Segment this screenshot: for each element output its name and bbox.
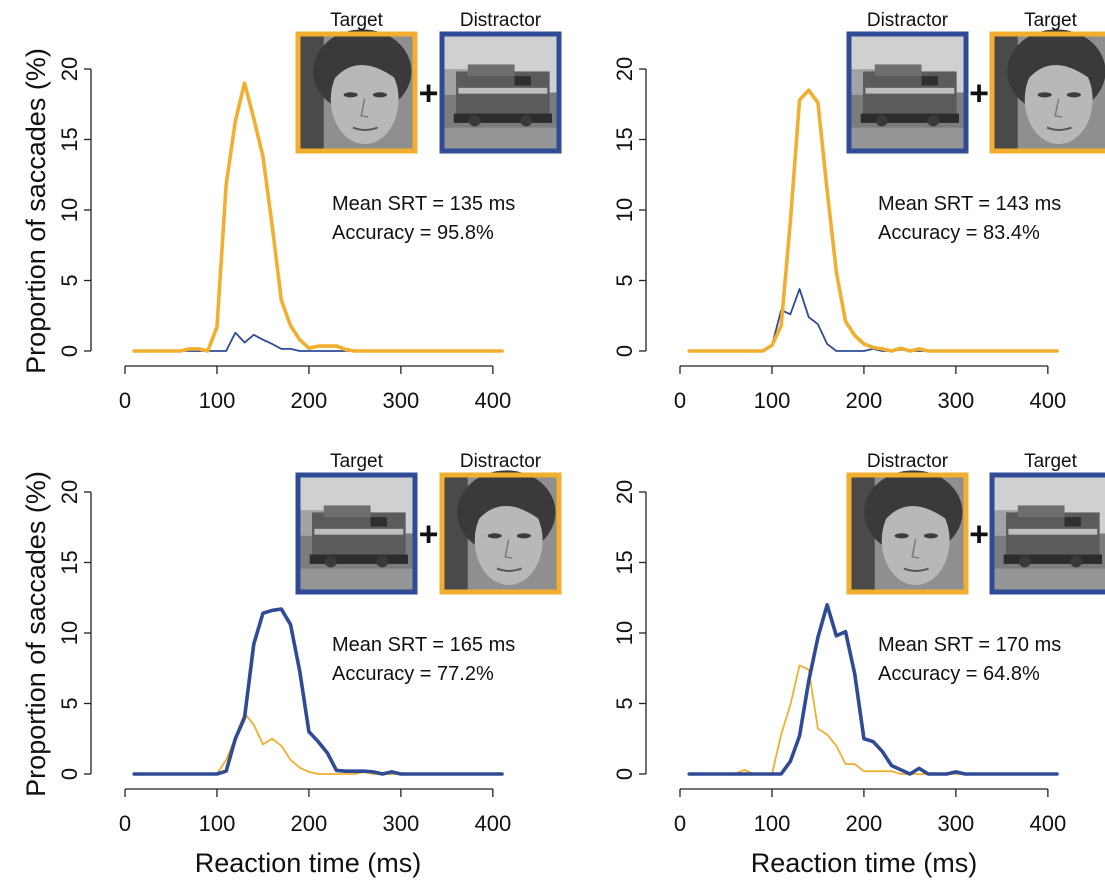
x-tick-label: 200 <box>846 811 883 836</box>
x-axis: 0 100 200 300 400 <box>119 788 511 836</box>
y-tick-label: 15 <box>612 127 637 151</box>
x-tick-label: 200 <box>291 811 328 836</box>
y-tick-label: 0 <box>612 768 637 780</box>
stimulus-label: Distractor <box>460 451 542 472</box>
fixation-cross: + <box>419 516 439 554</box>
x-tick-label: 0 <box>674 388 686 413</box>
y-axis: 0 5 10 15 20 <box>57 57 92 357</box>
stimulus-frame <box>295 31 418 154</box>
y-tick-label: 15 <box>57 550 82 574</box>
x-tick-label: 200 <box>846 388 883 413</box>
fixation-cross: + <box>969 516 989 554</box>
x-tick-label: 400 <box>1029 388 1066 413</box>
stimulus-label: Target <box>330 10 384 31</box>
stimulus-frame <box>439 31 562 154</box>
y-axis-title-top: Proportion of saccades (%) <box>21 48 51 374</box>
x-axis: 0 100 200 300 400 <box>119 365 511 413</box>
y-tick-label: 5 <box>57 274 82 286</box>
stimulus-right-train: Distractor <box>439 10 562 154</box>
fixation-cross: + <box>419 75 439 113</box>
y-tick-label: 10 <box>612 198 637 222</box>
x-axis: 0 100 200 300 400 <box>674 365 1066 413</box>
y-tick-label: 10 <box>57 198 82 222</box>
y-axis-title-bottom: Proportion of saccades (%) <box>21 471 51 797</box>
accuracy-annotation: Accuracy = 77.2% <box>332 663 494 685</box>
x-axis-title-right: Reaction time (ms) <box>751 848 978 878</box>
mean-srt-annotation: Mean SRT = 170 ms <box>878 634 1061 656</box>
y-tick-label: 5 <box>612 274 637 286</box>
fixation-cross: + <box>969 75 989 113</box>
y-tick-label: 20 <box>612 57 637 81</box>
stimulus-right-train: Target <box>989 451 1105 595</box>
y-tick-label: 20 <box>57 480 82 504</box>
x-tick-label: 0 <box>119 811 131 836</box>
y-tick-label: 20 <box>57 57 82 81</box>
x-tick-label: 400 <box>1029 811 1066 836</box>
accuracy-annotation: Accuracy = 83.4% <box>878 222 1040 244</box>
stimulus-left-face: Distractor <box>846 451 969 595</box>
y-tick-label: 15 <box>612 550 637 574</box>
y-tick-label: 10 <box>612 621 637 645</box>
series-line-train <box>132 607 504 776</box>
y-tick-label: 5 <box>57 697 82 709</box>
stimulus-frame <box>439 472 562 595</box>
stimulus-frame <box>846 31 969 154</box>
stimulus-label: Distractor <box>867 10 949 31</box>
mean-srt-annotation: Mean SRT = 165 ms <box>332 634 515 656</box>
x-tick-label: 400 <box>474 388 511 413</box>
stimulus-label: Distractor <box>460 10 542 31</box>
x-tick-label: 300 <box>938 811 975 836</box>
x-tick-label: 100 <box>754 388 791 413</box>
accuracy-annotation: Accuracy = 95.8% <box>332 222 494 244</box>
stimulus-label: Distractor <box>867 451 949 472</box>
series-line-train <box>688 288 1058 352</box>
x-tick-label: 0 <box>119 388 131 413</box>
x-tick-label: 300 <box>383 811 420 836</box>
x-axis: 0 100 200 300 400 <box>674 788 1066 836</box>
y-tick-label: 5 <box>612 697 637 709</box>
stimulus-label: Target <box>330 451 384 472</box>
x-tick-label: 200 <box>291 388 328 413</box>
y-tick-label: 0 <box>612 345 637 357</box>
accuracy-annotation: Accuracy = 64.8% <box>878 663 1040 685</box>
y-axis: 0 5 10 15 20 <box>612 57 647 357</box>
stimulus-frame <box>295 472 418 595</box>
y-axis: 0 5 10 15 20 <box>57 480 92 780</box>
stimulus-right-face: Target <box>989 10 1105 154</box>
series-line-face <box>687 88 1059 353</box>
x-tick-label: 300 <box>938 388 975 413</box>
stimulus-left-train: Target <box>295 451 418 595</box>
y-axis: 0 5 10 15 20 <box>612 480 647 780</box>
y-tick-label: 20 <box>612 480 637 504</box>
x-axis-title-left: Reaction time (ms) <box>195 848 422 878</box>
stimulus-label: Target <box>1024 451 1078 472</box>
x-tick-label: 0 <box>674 811 686 836</box>
x-tick-label: 400 <box>474 811 511 836</box>
stimulus-frame <box>989 31 1105 154</box>
x-tick-label: 100 <box>754 811 791 836</box>
y-tick-label: 0 <box>57 345 82 357</box>
y-tick-label: 10 <box>57 621 82 645</box>
series-line-face <box>132 81 504 353</box>
stimulus-right-face: Distractor <box>439 451 562 595</box>
stimulus-label: Target <box>1024 10 1078 31</box>
mean-srt-annotation: Mean SRT = 143 ms <box>878 193 1061 215</box>
y-tick-label: 15 <box>57 127 82 151</box>
y-tick-label: 0 <box>57 768 82 780</box>
stimulus-left-face: Target <box>295 10 418 154</box>
x-tick-label: 100 <box>199 811 236 836</box>
stimulus-frame <box>989 472 1105 595</box>
stimulus-frame <box>846 472 969 595</box>
x-tick-label: 300 <box>383 388 420 413</box>
series-line-train <box>687 602 1059 776</box>
mean-srt-annotation: Mean SRT = 135 ms <box>332 193 515 215</box>
x-tick-label: 100 <box>199 388 236 413</box>
stimulus-left-train: Distractor <box>846 10 969 154</box>
